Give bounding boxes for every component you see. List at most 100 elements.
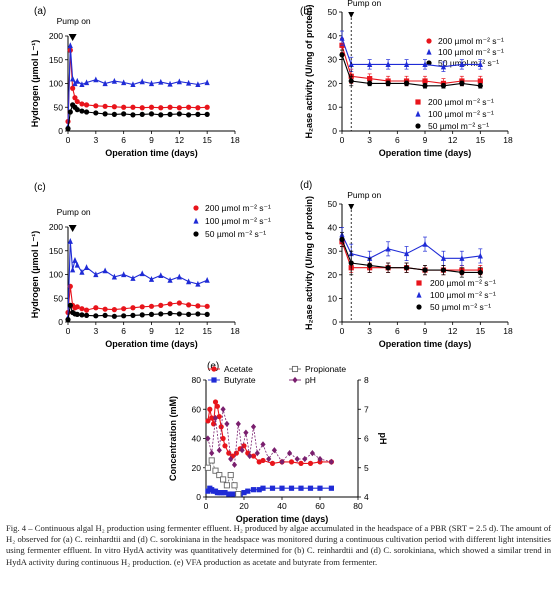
panel-label: (d) xyxy=(300,180,312,191)
data-point xyxy=(241,490,247,496)
data-point xyxy=(130,312,136,318)
y-tick-label: 20 xyxy=(328,78,338,88)
data-point xyxy=(158,272,164,279)
legend-marker xyxy=(416,280,422,286)
data-point xyxy=(186,112,192,118)
data-point xyxy=(67,42,73,49)
data-point xyxy=(102,103,108,109)
data-point xyxy=(266,455,272,463)
data-point xyxy=(239,447,245,454)
y-tick-label: 100 xyxy=(49,270,63,280)
legend-marker xyxy=(415,99,421,105)
data-point xyxy=(79,312,85,318)
data-point xyxy=(269,485,276,491)
data-point xyxy=(459,80,465,86)
y-tick-label: 150 xyxy=(49,55,63,65)
data-point xyxy=(186,104,192,110)
data-point xyxy=(139,312,145,318)
data-point xyxy=(130,112,136,118)
data-point xyxy=(477,61,483,67)
data-point xyxy=(403,61,410,67)
data-point xyxy=(220,406,226,413)
data-point xyxy=(247,452,253,460)
y-tick-label: 40 xyxy=(328,223,338,233)
y-tick-label: 50 xyxy=(328,7,338,17)
data-point xyxy=(70,266,76,273)
data-point xyxy=(205,435,211,442)
data-point xyxy=(459,61,465,67)
data-point xyxy=(204,79,210,86)
legend-label: 100 µmol m⁻² s⁻¹ xyxy=(428,109,494,119)
data-point xyxy=(287,450,293,457)
y-tick-label: 80 xyxy=(192,375,202,385)
series-line xyxy=(341,234,481,259)
data-point xyxy=(422,78,428,84)
x-axis-title: Operation time (days) xyxy=(236,514,329,524)
data-point xyxy=(477,78,483,84)
data-point xyxy=(148,311,155,317)
y-tick-label: 30 xyxy=(328,246,338,256)
data-point xyxy=(279,485,285,491)
data-point xyxy=(67,109,73,115)
data-point xyxy=(102,306,108,312)
data-point xyxy=(83,109,90,115)
pump-on-label: Pump on xyxy=(57,207,91,217)
data-point xyxy=(121,271,127,278)
data-point xyxy=(83,264,90,270)
data-point xyxy=(167,301,173,307)
y2-tick-label: 7 xyxy=(364,404,369,414)
data-point xyxy=(195,311,201,317)
data-point xyxy=(67,238,73,244)
data-point xyxy=(339,52,345,58)
x-tick-label: 12 xyxy=(448,135,458,145)
data-point xyxy=(214,403,220,409)
data-point xyxy=(72,257,78,263)
y-tick-label: 30 xyxy=(328,55,338,65)
data-point xyxy=(216,472,223,479)
data-point xyxy=(367,76,373,82)
data-point xyxy=(111,77,117,84)
data-point xyxy=(205,488,211,494)
pump-on-arrow xyxy=(348,204,355,210)
series-line xyxy=(341,241,481,271)
data-point xyxy=(121,104,127,110)
data-point xyxy=(148,104,155,110)
data-point xyxy=(93,271,99,278)
y-tick-label: 20 xyxy=(192,463,202,473)
pump-on-arrow xyxy=(68,34,77,41)
data-point xyxy=(130,305,136,311)
data-point xyxy=(83,79,90,86)
data-point xyxy=(250,487,257,493)
data-point xyxy=(307,460,314,466)
y2-axis-title: pH xyxy=(378,433,388,445)
data-point xyxy=(65,317,71,323)
data-point xyxy=(231,482,238,489)
data-point xyxy=(317,485,323,491)
data-point xyxy=(74,261,80,268)
caption-text: Fig. 4 – Continuous algal H₂ production … xyxy=(6,523,551,567)
legend-label: Propionate xyxy=(305,364,346,374)
data-point xyxy=(83,312,90,318)
data-point xyxy=(222,490,228,496)
pump-on-label: Pump on xyxy=(347,0,381,8)
data-point xyxy=(93,313,99,319)
legend-marker xyxy=(415,123,421,129)
data-point xyxy=(271,447,277,454)
data-point xyxy=(385,265,391,271)
data-point xyxy=(298,485,304,491)
data-point xyxy=(167,310,173,317)
x-tick-label: 0 xyxy=(340,135,345,145)
legend-label: 200 µmol m⁻² s⁻¹ xyxy=(438,36,504,46)
legend-marker xyxy=(193,231,199,237)
data-point xyxy=(212,414,219,422)
data-point xyxy=(209,450,215,457)
data-point xyxy=(167,104,173,110)
legend-label: 200 µmol m⁻² s⁻¹ xyxy=(430,278,496,288)
data-point xyxy=(317,455,323,463)
x-tick-label: 15 xyxy=(476,135,486,145)
data-point xyxy=(477,252,483,259)
data-point xyxy=(403,265,410,271)
data-point xyxy=(74,107,80,113)
y-tick-label: 10 xyxy=(328,102,338,112)
figure-caption: Fig. 4 – Continuous algal H₂ production … xyxy=(6,523,551,568)
